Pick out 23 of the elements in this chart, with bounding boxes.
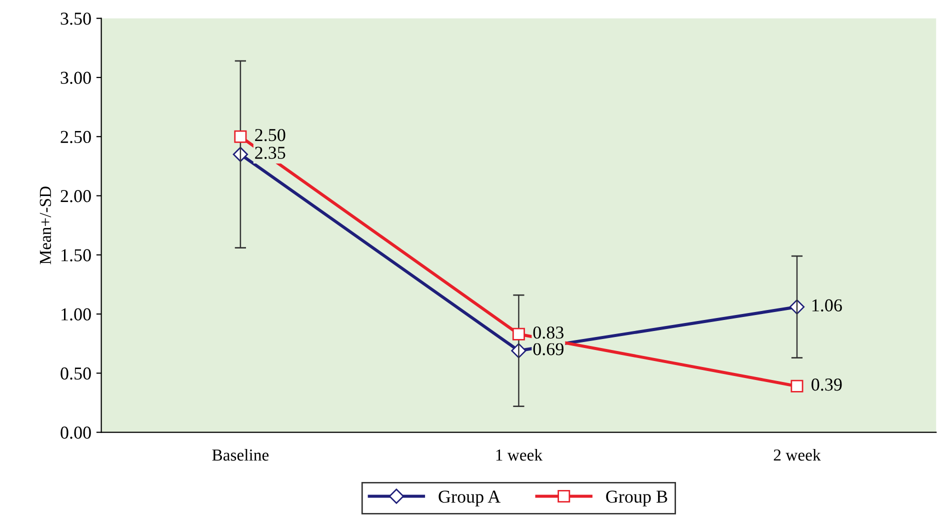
- data-label: 2.50: [255, 128, 286, 142]
- data-label: 2.35: [255, 146, 286, 159]
- y-tick-label: 3.50: [60, 12, 91, 25]
- point: [512, 328, 525, 340]
- point: [234, 130, 247, 143]
- data-label: 0.39: [812, 378, 842, 391]
- x-tick-label: 2 week: [774, 448, 821, 461]
- y-tick-label: 2.00: [60, 190, 91, 202]
- y-tick-label: 1.00: [62, 308, 91, 321]
- legend-label: Group A: [438, 490, 501, 506]
- data-label: 1.06: [812, 299, 842, 312]
- legend-label: Group B: [606, 490, 668, 506]
- x-tick-label: Baseline: [212, 448, 269, 461]
- y-tick-label: 3.00: [60, 72, 91, 84]
- y-axis-title: Mean+/-SD: [40, 186, 52, 264]
- y-tick-label: 0.50: [60, 367, 91, 380]
- y-tick-label: 2.50: [60, 130, 91, 144]
- point: [790, 380, 804, 392]
- data-label: 0.83: [533, 326, 564, 339]
- y-tick-label: 0.00: [60, 426, 91, 439]
- y-tick-label: 1.50: [62, 249, 91, 262]
- x-tick-label: 1 week: [496, 448, 543, 461]
- data-label: 0.69: [533, 343, 564, 356]
